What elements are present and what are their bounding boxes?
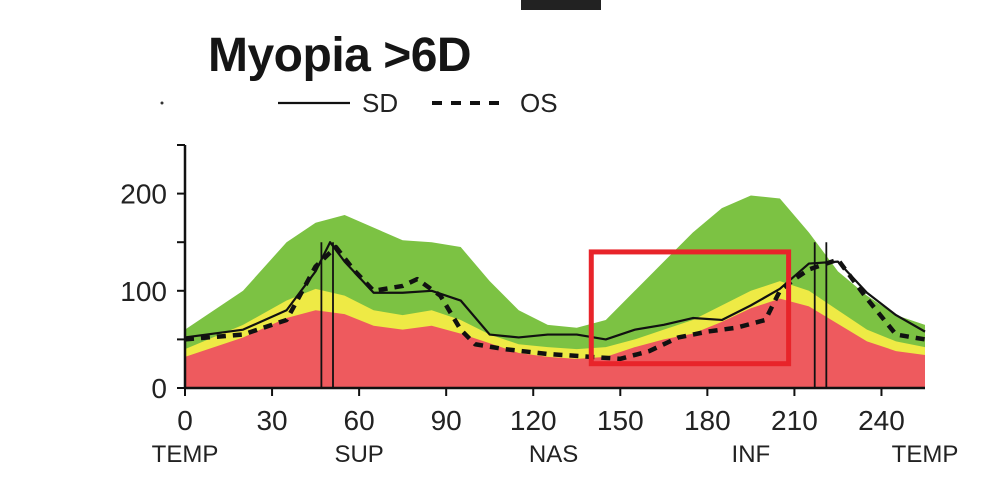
highlight-box xyxy=(588,249,792,367)
legend-dot xyxy=(160,101,164,105)
chart-title: Myopia >6D xyxy=(208,29,472,82)
x-tick-label: 60 xyxy=(344,405,375,436)
y-tick-label: 0 xyxy=(151,373,167,404)
x-tick-label: 90 xyxy=(431,405,462,436)
region-label-temp: TEMP xyxy=(892,441,959,468)
region-label-inf: INF xyxy=(732,441,771,468)
region-label-temp: TEMP xyxy=(152,441,219,468)
top-dark-bar xyxy=(521,0,601,10)
x-tick-label: 0 xyxy=(177,405,193,436)
x-tick-label: 120 xyxy=(510,405,557,436)
legend-label-os: OS xyxy=(520,88,558,118)
region-label-nas: NAS xyxy=(529,441,578,468)
x-tick-label: 30 xyxy=(256,405,287,436)
x-tick-label: 240 xyxy=(858,405,905,436)
series-line-os xyxy=(184,244,926,362)
x-tick-label: 180 xyxy=(684,405,731,436)
y-tick-label: 100 xyxy=(120,276,167,307)
region-label-sup: SUP xyxy=(334,441,383,468)
x-tick-label: 210 xyxy=(771,405,818,436)
x-tick-label: 150 xyxy=(597,405,644,436)
legend-label-sd: SD xyxy=(362,88,398,118)
y-tick-label: 200 xyxy=(120,179,167,210)
